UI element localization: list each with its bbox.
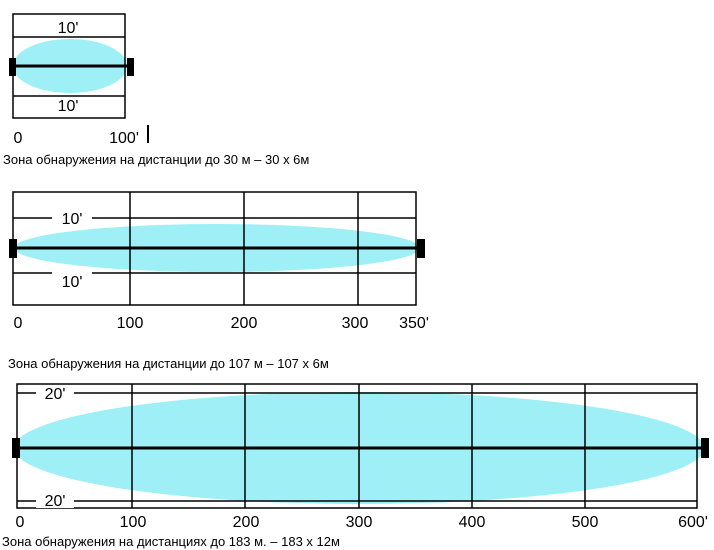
width-label-top: 10' [62,211,83,228]
axis-tick-label: 100 [117,315,144,332]
width-label-bottom: 10' [62,274,83,291]
caption: Зона обнаружения на дистанции до 107 м –… [8,356,329,371]
axis-tick-label: 0 [16,514,25,531]
axis-tick-label: 600' [678,514,708,531]
receiver-post [701,438,709,458]
caption: Зона обнаружения на дистанции до 30 м – … [3,152,309,167]
diagram-107m: 10' 10' 0 100 200 300 350' Зона обнаруже… [8,191,429,371]
axis-tick-label: 200 [231,315,258,332]
transmitter-post [12,438,20,458]
caption: Зона обнаружения на дистанциях до 183 м.… [2,534,340,549]
transmitter-post [9,239,17,258]
transmitter-post [9,58,16,76]
axis-tick-label: 300 [346,514,373,531]
axis-tick-label: 0 [14,315,23,332]
axis-tick-label: 0 [14,130,23,147]
axis-tick-label: 100' [109,130,139,147]
axis-tick-label: 200 [233,514,260,531]
width-label-top: 10' [58,20,79,37]
axis-tick-label: 350' [399,315,429,332]
width-label-top: 20' [45,386,66,403]
axis-tick-label: 300 [342,315,369,332]
receiver-post [417,239,425,258]
receiver-post [127,58,134,76]
axis-tick-label: 100 [120,514,147,531]
axis-tick-label: 400 [459,514,486,531]
width-label-bottom: 10' [58,98,79,115]
axis-tick-label: 500 [572,514,599,531]
diagram-183m: 20' 20' 0 100 200 300 400 500 600' Зона … [2,383,709,549]
width-label-bottom: 20' [45,493,66,510]
diagram-30m: 10' 10' 0 100' Зона обнаружения на диста… [3,13,309,167]
